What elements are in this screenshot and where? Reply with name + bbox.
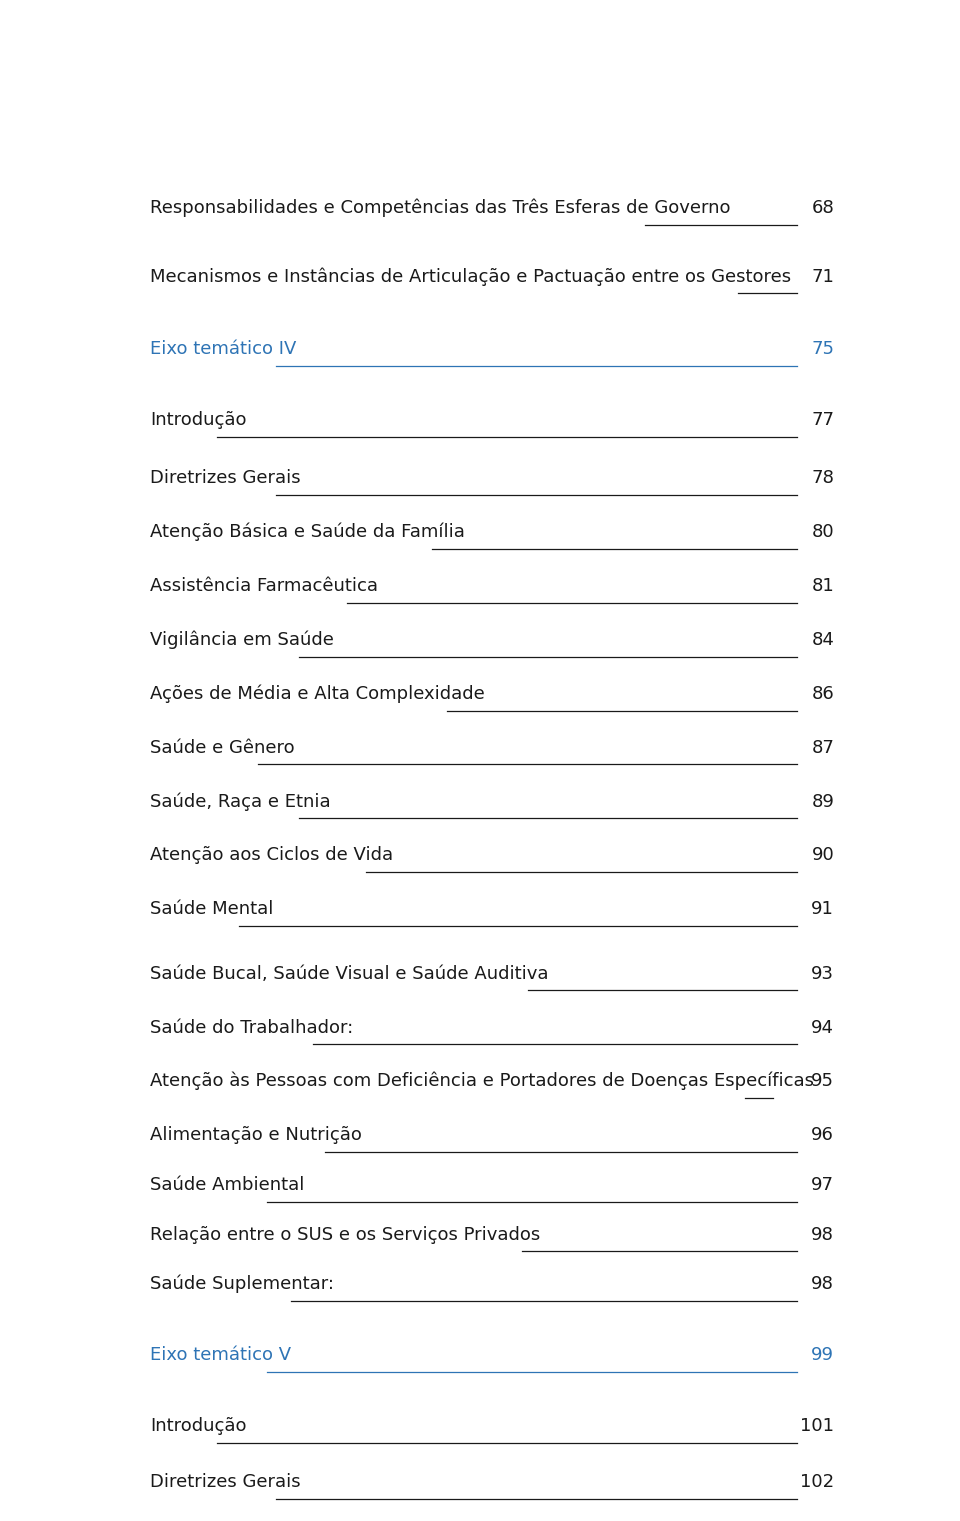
Text: Atenção Básica e Saúde da Família: Atenção Básica e Saúde da Família: [150, 523, 465, 541]
Text: 71: 71: [811, 268, 834, 286]
Text: Saúde Mental: Saúde Mental: [150, 900, 274, 919]
Text: Vigilância em Saúde: Vigilância em Saúde: [150, 631, 334, 649]
Text: Atenção aos Ciclos de Vida: Atenção aos Ciclos de Vida: [150, 847, 393, 864]
Text: 99: 99: [811, 1346, 834, 1364]
Text: Saúde Ambiental: Saúde Ambiental: [150, 1176, 304, 1194]
Text: 77: 77: [811, 411, 834, 429]
Text: Responsabilidades e Competências das Três Esferas de Governo: Responsabilidades e Competências das Trê…: [150, 198, 731, 218]
Text: Saúde do Trabalhador:: Saúde do Trabalhador:: [150, 1019, 353, 1037]
Text: 102: 102: [800, 1472, 834, 1491]
Text: 84: 84: [811, 631, 834, 649]
Text: 93: 93: [811, 964, 834, 983]
Text: Saúde, Raça e Etnia: Saúde, Raça e Etnia: [150, 792, 330, 811]
Text: 81: 81: [811, 576, 834, 595]
Text: 75: 75: [811, 341, 834, 359]
Text: Eixo temático V: Eixo temático V: [150, 1346, 291, 1364]
Text: 98: 98: [811, 1226, 834, 1244]
Text: 78: 78: [811, 470, 834, 487]
Text: Assistência Farmacêutica: Assistência Farmacêutica: [150, 576, 377, 595]
Text: Ações de Média e Alta Complexidade: Ações de Média e Alta Complexidade: [150, 684, 485, 703]
Text: 98: 98: [811, 1275, 834, 1293]
Text: 87: 87: [811, 739, 834, 757]
Text: 95: 95: [811, 1072, 834, 1091]
Text: 91: 91: [811, 900, 834, 919]
Text: 80: 80: [811, 523, 834, 541]
Text: Alimentação e Nutrição: Alimentação e Nutrição: [150, 1127, 362, 1144]
Text: Saúde Bucal, Saúde Visual e Saúde Auditiva: Saúde Bucal, Saúde Visual e Saúde Auditi…: [150, 964, 548, 983]
Text: 68: 68: [811, 199, 834, 218]
Text: 96: 96: [811, 1127, 834, 1144]
Text: Diretrizes Gerais: Diretrizes Gerais: [150, 470, 300, 487]
Text: 97: 97: [811, 1176, 834, 1194]
Text: Diretrizes Gerais: Diretrizes Gerais: [150, 1472, 300, 1491]
Text: Saúde Suplementar:: Saúde Suplementar:: [150, 1275, 334, 1293]
Text: Eixo temático IV: Eixo temático IV: [150, 341, 296, 359]
Text: 101: 101: [801, 1418, 834, 1434]
Text: Relação entre o SUS e os Serviços Privados: Relação entre o SUS e os Serviços Privad…: [150, 1226, 540, 1244]
Text: 89: 89: [811, 792, 834, 811]
Text: 86: 86: [811, 684, 834, 703]
Text: Introdução: Introdução: [150, 1418, 247, 1434]
Text: 94: 94: [811, 1019, 834, 1037]
Text: Introdução: Introdução: [150, 411, 247, 429]
Text: Mecanismos e Instâncias de Articulação e Pactuação entre os Gestores: Mecanismos e Instâncias de Articulação e…: [150, 268, 791, 286]
Text: 90: 90: [811, 847, 834, 864]
Text: Saúde e Gênero: Saúde e Gênero: [150, 739, 295, 757]
Text: Atenção às Pessoas com Deficiência e Portadores de Doenças Específicas: Atenção às Pessoas com Deficiência e Por…: [150, 1072, 814, 1091]
